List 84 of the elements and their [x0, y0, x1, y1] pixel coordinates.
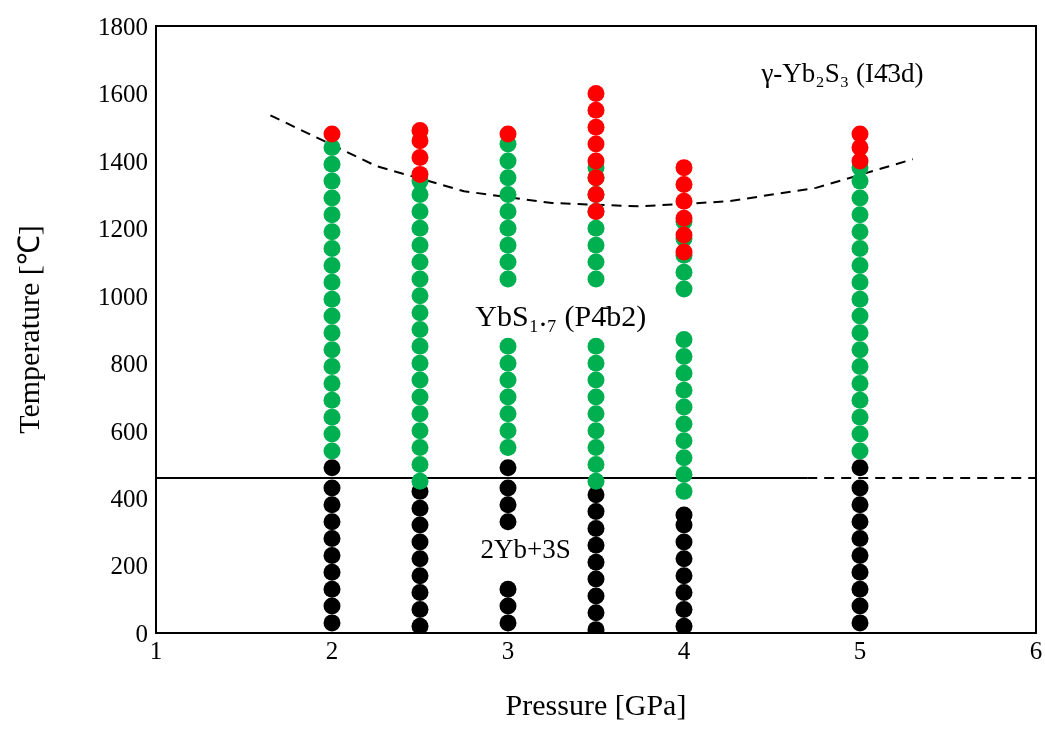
y-tick-label: 1600 — [98, 80, 148, 108]
annotation: γ-Yb₂S₃ (I4̄3d) — [761, 57, 924, 89]
point — [675, 175, 693, 193]
x-axis-title: Pressure [GPa] — [505, 688, 687, 721]
point — [323, 563, 341, 581]
point — [411, 550, 429, 568]
y-tick-label: 1200 — [98, 215, 148, 243]
y-tick-label: 800 — [110, 350, 148, 378]
point — [323, 614, 341, 632]
point — [499, 479, 517, 497]
point — [675, 192, 693, 210]
point — [851, 513, 869, 531]
point — [587, 570, 605, 588]
annotation: 2Yb+3S — [480, 533, 571, 565]
point — [499, 580, 517, 598]
point — [851, 459, 869, 477]
point — [323, 513, 341, 531]
point — [851, 563, 869, 581]
x-tick-label: 4 — [677, 636, 691, 664]
point — [851, 597, 869, 615]
point — [323, 546, 341, 564]
point — [411, 499, 429, 517]
point — [675, 550, 693, 568]
y-tick-label: 400 — [110, 484, 148, 512]
point — [851, 479, 869, 497]
point — [851, 496, 869, 514]
point — [675, 533, 693, 551]
y-axis-title: Temperature [℃] — [11, 225, 45, 434]
point — [587, 519, 605, 537]
point — [675, 159, 693, 177]
x-tick-label: 1 — [149, 636, 163, 664]
point — [587, 152, 605, 170]
point — [323, 496, 341, 514]
x-tick-label: 6 — [1029, 636, 1043, 664]
point — [323, 597, 341, 615]
point — [499, 513, 517, 531]
point — [587, 101, 605, 119]
point — [323, 479, 341, 497]
annotation: YbS₁.₇ (P4̄b2) — [475, 299, 647, 334]
x-tick-label: 5 — [853, 636, 867, 664]
point — [851, 614, 869, 632]
y-tick-label: 1800 — [98, 12, 148, 40]
point — [411, 617, 429, 633]
point — [323, 125, 341, 143]
point — [675, 600, 693, 618]
y-tick-label: 0 — [135, 619, 148, 647]
point — [587, 536, 605, 554]
point — [675, 617, 693, 633]
y-tick-label: 1000 — [98, 282, 148, 310]
point — [499, 614, 517, 632]
point — [587, 135, 605, 153]
point — [851, 546, 869, 564]
point — [587, 587, 605, 605]
point — [411, 600, 429, 618]
point — [499, 597, 517, 615]
point — [851, 530, 869, 548]
y-tick-label: 600 — [110, 417, 148, 445]
point — [411, 165, 429, 183]
point — [499, 496, 517, 514]
point — [411, 533, 429, 551]
point — [411, 516, 429, 534]
point — [587, 84, 605, 102]
point — [675, 209, 693, 227]
point — [323, 459, 341, 477]
point — [587, 553, 605, 571]
point — [323, 580, 341, 598]
point — [323, 530, 341, 548]
line-series — [269, 114, 914, 208]
point — [411, 584, 429, 602]
point — [675, 567, 693, 585]
y-tick-label: 1400 — [98, 147, 148, 175]
point — [851, 125, 869, 143]
point — [851, 580, 869, 598]
x-tick-label: 3 — [501, 636, 515, 664]
point — [587, 118, 605, 136]
point — [675, 584, 693, 602]
x-tick-label: 2 — [325, 636, 339, 664]
point — [587, 604, 605, 622]
point — [411, 567, 429, 585]
point — [411, 149, 429, 167]
y-tick-label: 200 — [110, 552, 148, 580]
point — [499, 125, 517, 143]
point — [499, 459, 517, 477]
point — [587, 503, 605, 521]
